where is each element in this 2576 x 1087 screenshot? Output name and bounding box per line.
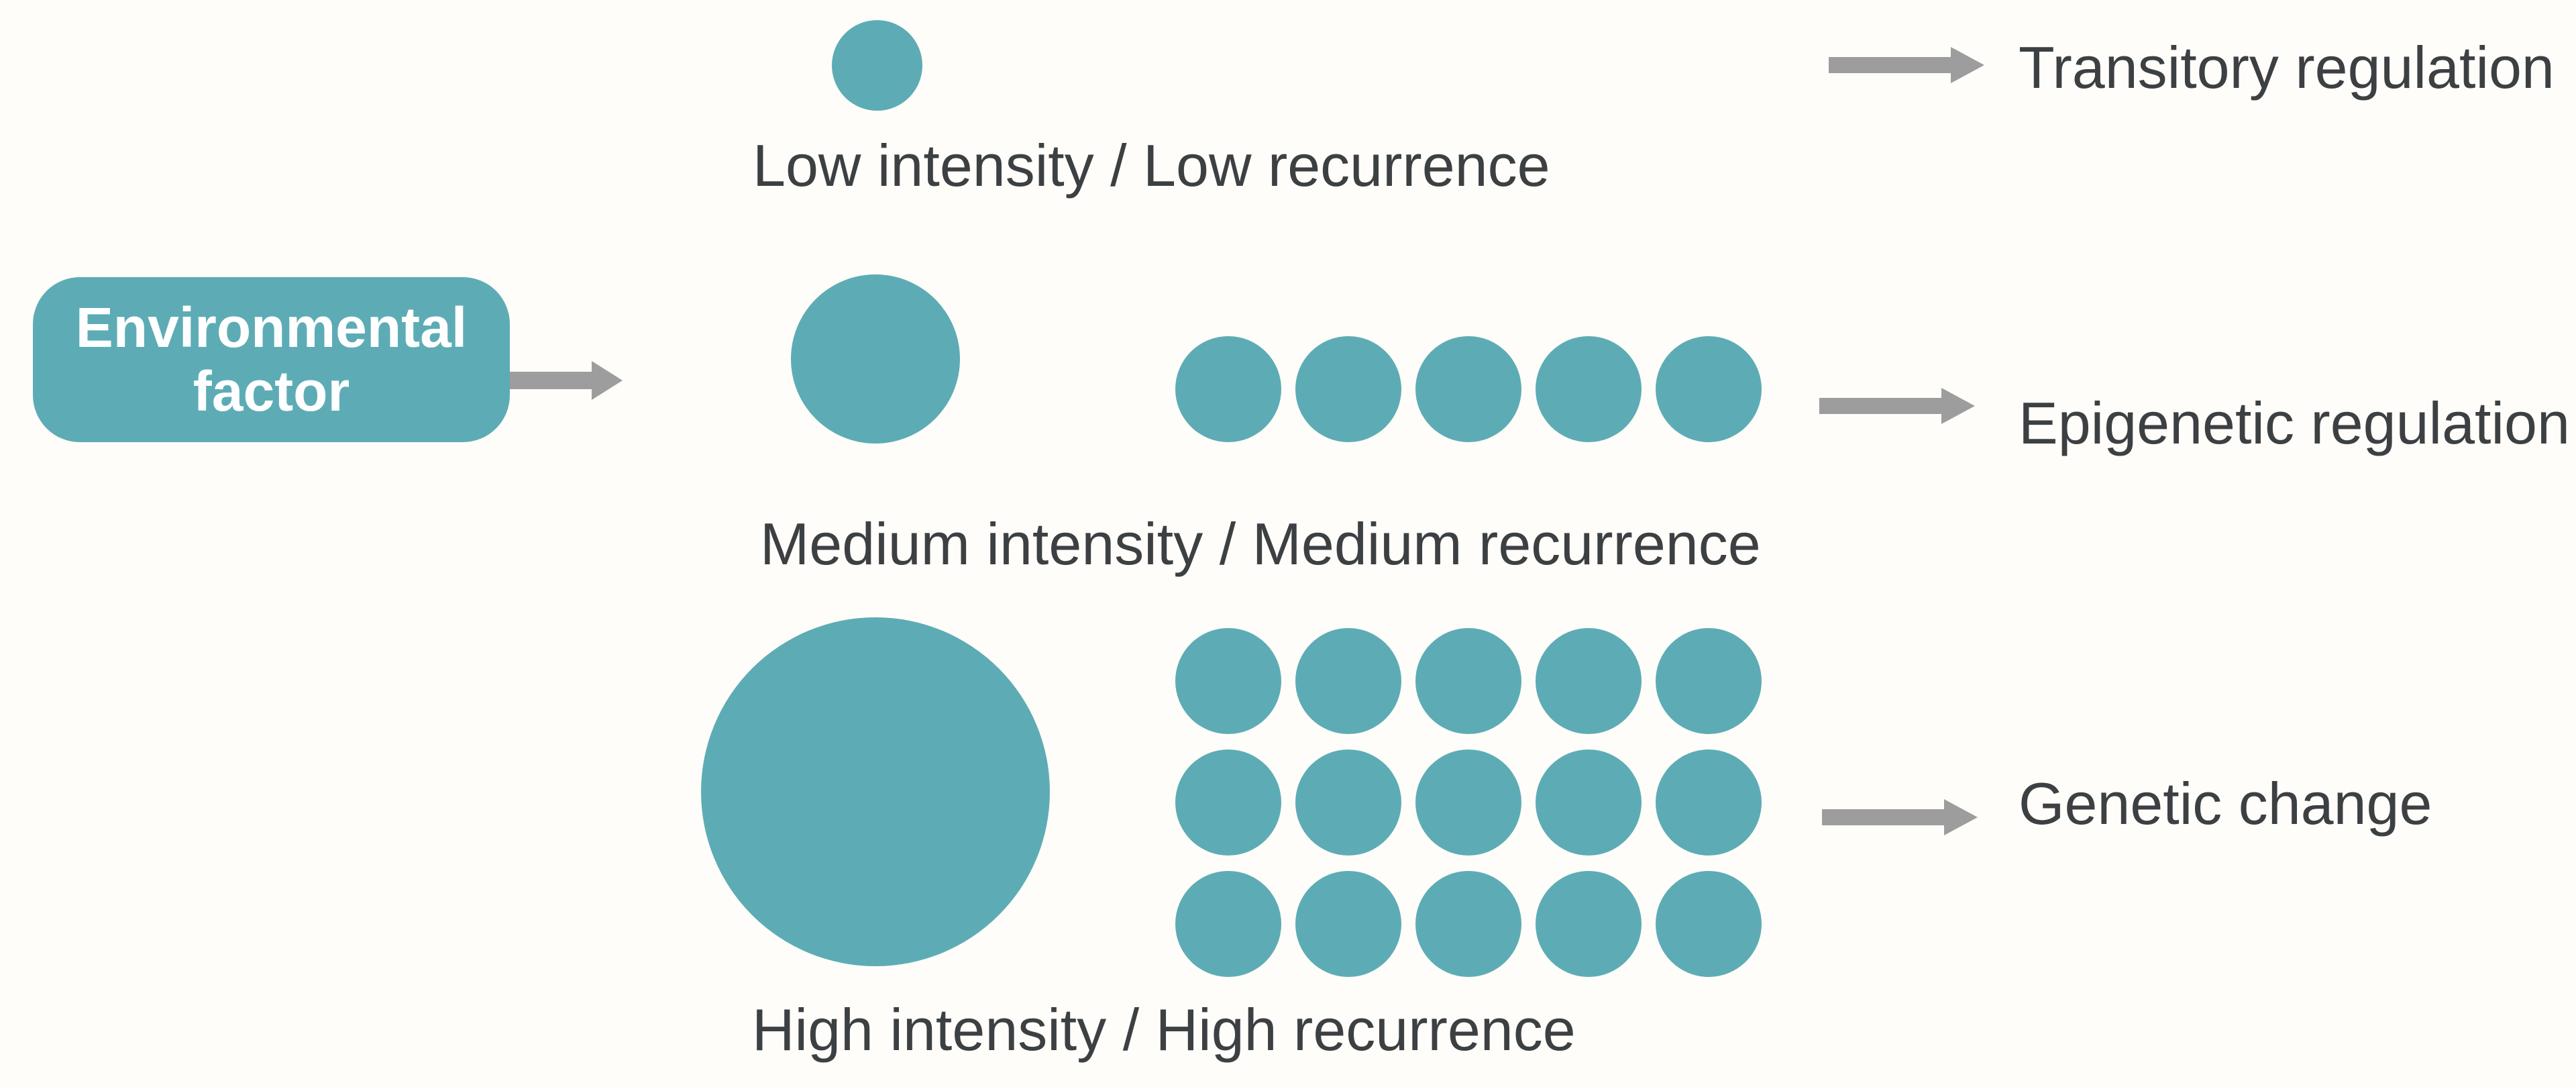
recurrence-dot <box>1295 749 1401 856</box>
medium-recurrence-dot-grid <box>1175 336 1762 442</box>
genetic-arrow-icon <box>1822 799 1978 835</box>
epigenetic-regulation-label: Epigenetic regulation <box>2019 390 2570 456</box>
recurrence-dot <box>1415 628 1521 734</box>
environmental-factor-label-line2: factor <box>193 360 350 423</box>
recurrence-dot <box>1295 336 1401 442</box>
low-row-label: Low intensity / Low recurrence <box>753 132 1550 199</box>
recurrence-dot <box>1536 749 1642 856</box>
transitory-arrow-icon <box>1829 47 1984 83</box>
recurrence-dot <box>1175 749 1281 856</box>
arrow-head-icon <box>592 361 623 400</box>
high-recurrence-dot-grid <box>1175 628 1762 977</box>
recurrence-dot <box>1295 871 1401 977</box>
arrow-head-icon <box>1951 47 1984 83</box>
arrow-head-icon <box>1944 799 1978 835</box>
arrow-shaft <box>510 372 592 389</box>
high-row-label: High intensity / High recurrence <box>752 996 1576 1063</box>
recurrence-dot <box>1656 628 1762 734</box>
high-intensity-circle <box>701 617 1050 966</box>
recurrence-dot <box>1415 871 1521 977</box>
recurrence-dot <box>1175 628 1281 734</box>
epigenetic-arrow-icon <box>1819 388 1975 424</box>
arrow-head-icon <box>1941 388 1975 424</box>
medium-row-label: Medium intensity / Medium recurrence <box>760 511 1761 577</box>
recurrence-dot <box>1536 336 1642 442</box>
environmental-factor-label: Environmental factor <box>76 296 467 423</box>
recurrence-dot <box>1295 628 1401 734</box>
recurrence-dot <box>1656 749 1762 856</box>
recurrence-dot <box>1656 871 1762 977</box>
arrow-shaft <box>1822 809 1944 825</box>
environmental-factor-label-line1: Environmental <box>75 296 468 360</box>
arrow-shaft <box>1819 398 1941 414</box>
genetic-change-label: Genetic change <box>2019 770 2432 837</box>
recurrence-dot <box>1175 871 1281 977</box>
recurrence-dot <box>1175 336 1281 442</box>
low-intensity-circle <box>832 20 922 111</box>
factor-arrow-icon <box>510 361 623 400</box>
recurrence-dot <box>1415 749 1521 856</box>
recurrence-dot <box>1536 871 1642 977</box>
arrow-shaft <box>1829 57 1951 73</box>
environmental-factor-box: Environmental factor <box>33 277 510 442</box>
transitory-regulation-label: Transitory regulation <box>2019 34 2555 101</box>
recurrence-dot <box>1656 336 1762 442</box>
medium-intensity-circle <box>791 274 960 444</box>
recurrence-dot <box>1536 628 1642 734</box>
recurrence-dot <box>1415 336 1521 442</box>
